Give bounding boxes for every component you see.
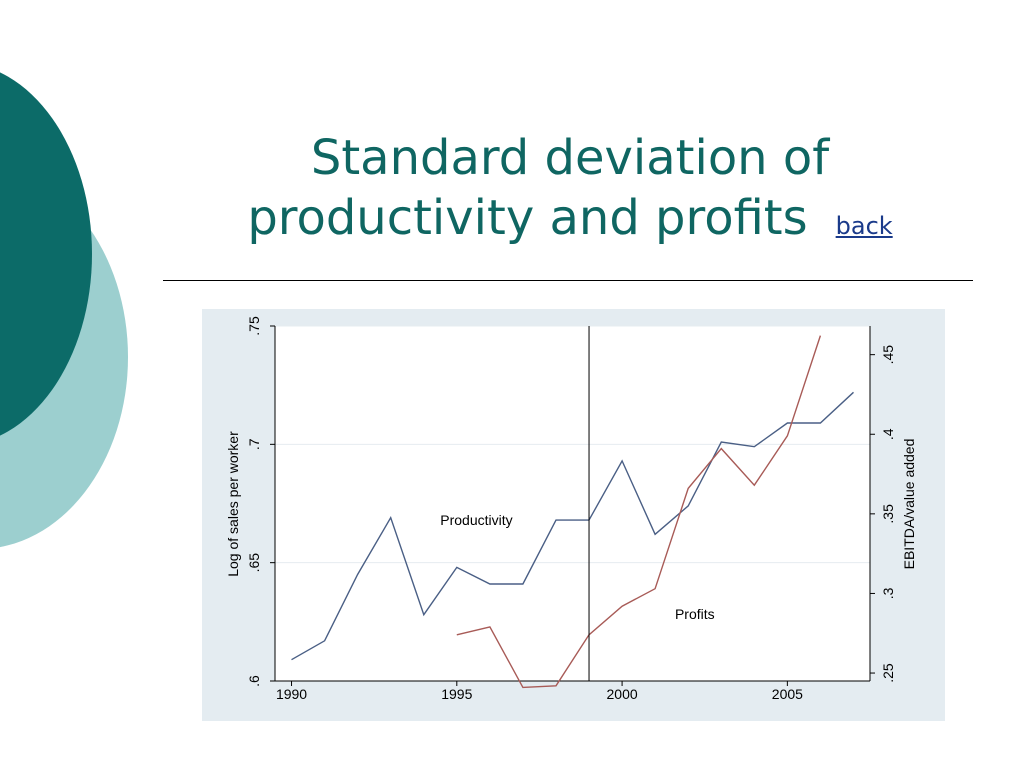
y-left-tick-label-1: .65	[246, 553, 262, 573]
y-right-tick-label-2: .35	[880, 504, 896, 524]
series-lines	[291, 335, 854, 689]
y-axis-right-label: EBITDA/value added	[901, 439, 917, 570]
title-line-2: productivity and profits back	[160, 188, 980, 256]
axis-ticks: 1990 1995 2000 2005 .6 .65 .7 .75 .25 .3 .35 .4 .45	[246, 316, 896, 702]
title-line-1: Standard deviation of	[310, 130, 830, 186]
title-line-2-text: productivity and profits	[247, 190, 808, 246]
y-right-tick-label-3: .4	[880, 428, 896, 440]
slide-title: Standard deviation of productivity and p…	[160, 128, 980, 256]
series-line-productivity	[291, 391, 854, 661]
y-axis-left-label: Log of sales per worker	[225, 431, 241, 577]
x-tick-label-3: 2005	[772, 686, 803, 702]
annotation-productivity: Productivity	[440, 512, 512, 528]
chart-panel: 1990 1995 2000 2005.6.65.7.75.25.3.35.4.45 …	[202, 309, 945, 721]
series-line-profits	[456, 335, 822, 689]
annotation-profits: Profits	[675, 606, 715, 622]
y-left-tick-label-0: .6	[246, 675, 262, 687]
y-left-tick-label-2: .7	[246, 438, 262, 450]
line-chart: 1990 1995 2000 2005.6.65.7.75.25.3.35.4.45 …	[225, 316, 917, 702]
y-right-tick-label-4: .45	[880, 345, 896, 365]
x-tick-label-2: 2000	[607, 686, 638, 702]
x-tick-label-0: 1990	[276, 686, 307, 702]
y-right-tick-label-1: .3	[880, 587, 896, 599]
plot-area	[275, 326, 870, 681]
y-right-tick-label-0: .25	[880, 663, 896, 683]
back-link[interactable]: back	[835, 212, 893, 240]
x-tick-label-1: 1995	[441, 686, 472, 702]
title-divider	[163, 280, 973, 281]
series-annotations: Productivity Profits	[440, 512, 714, 622]
y-left-tick-label-3: .75	[246, 316, 262, 336]
